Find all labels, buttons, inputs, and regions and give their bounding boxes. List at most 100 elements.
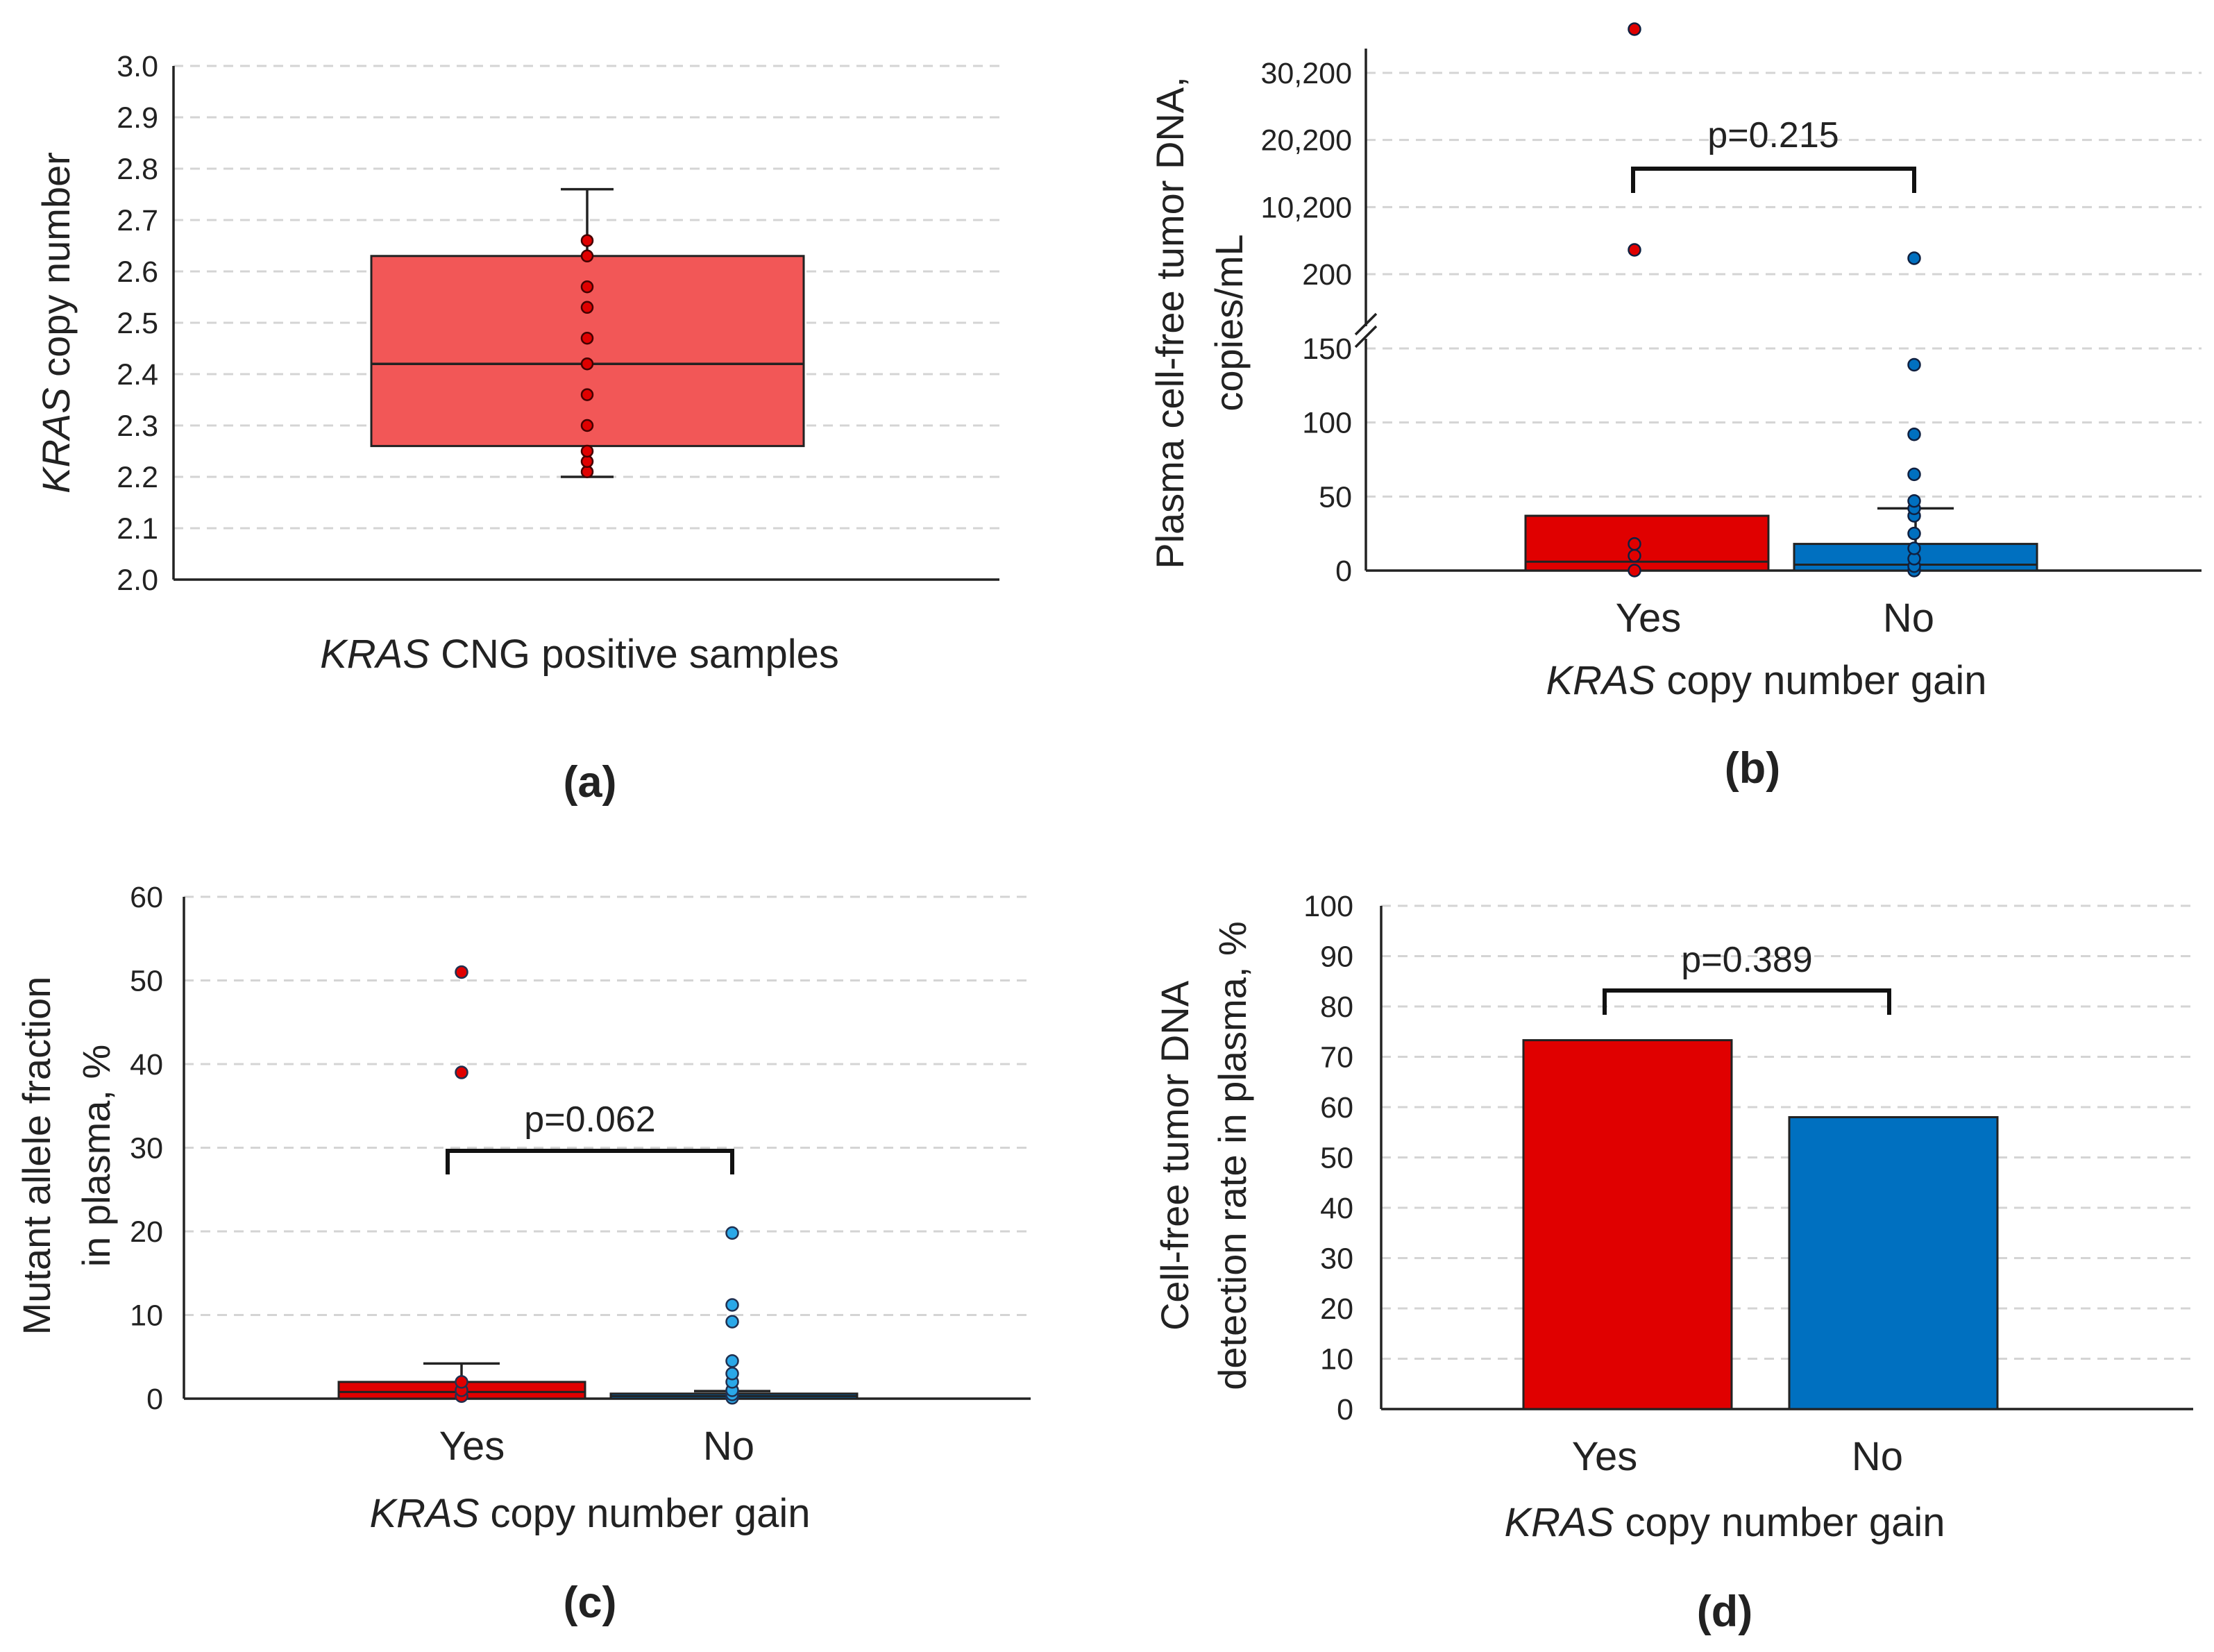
c-y-axis-title-line2: in plasma, %	[74, 1045, 118, 1267]
b-data-point	[1628, 243, 1641, 257]
panel-b: 0 50 100 150 200 10,200 20,200 30,200 p=0.215 P…	[1148, 22, 2202, 793]
c-data-point	[455, 965, 468, 979]
b-y-tick-label: 20,200	[1260, 124, 1352, 158]
a-y-tick-label: 2.4	[117, 358, 158, 391]
b-y-axis-title-line1: Plasma cell-free tumor DNA,	[1148, 76, 1192, 569]
c-y-tick-label: 40	[130, 1048, 163, 1081]
d-y-tick-label: 60	[1320, 1091, 1353, 1124]
b-significance-bracket	[1631, 167, 1916, 193]
b-x-axis-title: KRAS copy number gain	[1546, 658, 1986, 703]
a-y-tick-label: 2.8	[117, 153, 158, 186]
b-axis-break-mark	[1354, 325, 1378, 348]
d-y-tick-label: 50	[1320, 1142, 1353, 1175]
c-category-label: Yes	[439, 1424, 505, 1469]
b-data-point	[1907, 541, 1921, 555]
d-y-tick-label: 80	[1320, 991, 1353, 1024]
c-y-tick-label: 0	[146, 1383, 163, 1416]
d-category-label: Yes	[1572, 1434, 1638, 1479]
a-data-point	[580, 331, 594, 345]
c-y-axis-title-line1: Mutant allele fraction	[15, 977, 58, 1335]
b-data-point	[1907, 357, 1921, 372]
a-x-axis-title: KRAS CNG positive samples	[320, 632, 839, 677]
a-y-tick-label: 2.9	[117, 101, 158, 135]
d-significance-bracket	[1603, 988, 1891, 1015]
c-y-tick-label: 30	[130, 1132, 163, 1165]
a-y-tick-label: 2.3	[117, 410, 158, 443]
b-y-tick-label: 200	[1302, 258, 1352, 292]
d-y-tick-label: 70	[1320, 1041, 1353, 1074]
c-data-point	[725, 1298, 739, 1312]
a-data-point	[580, 357, 594, 371]
d-p-value: p=0.389	[1681, 940, 1812, 980]
b-panel-label: (b)	[1725, 744, 1780, 793]
b-axis-break-mark	[1354, 312, 1378, 336]
a-data-point	[580, 301, 594, 314]
c-data-point	[725, 1367, 739, 1381]
a-y-tick-label: 2.0	[117, 564, 158, 597]
c-p-value: p=0.062	[524, 1099, 655, 1140]
c-data-point	[455, 1375, 468, 1389]
a-data-point	[580, 388, 594, 401]
d-y-tick-label: 30	[1320, 1242, 1353, 1276]
a-y-tick-label: 2.1	[117, 512, 158, 546]
a-data-point	[580, 444, 594, 458]
b-y-tick-label: 0	[1335, 555, 1352, 588]
b-data-point	[1628, 22, 1641, 36]
b-y-tick-label: 50	[1319, 480, 1352, 514]
a-data-point	[580, 249, 594, 263]
d-y-tick-label: 100	[1303, 890, 1353, 923]
a-y-tick-label: 2.5	[117, 307, 158, 340]
b-y-tick-label: 100	[1302, 407, 1352, 440]
panel-d: 0 10 20 30 40 50 60 70 80 90 100 p=0.389 Cell-free…	[1153, 890, 2193, 1636]
c-y-tick-label: 50	[130, 965, 163, 998]
c-significance-bracket	[446, 1149, 734, 1174]
c-y-tick-label: 20	[130, 1215, 163, 1249]
d-panel-label: (d)	[1697, 1587, 1752, 1636]
d-bar	[1522, 1039, 1733, 1410]
b-y-tick-label: 30,200	[1260, 57, 1352, 90]
a-y-tick-label: 2.7	[117, 204, 158, 237]
a-data-point	[580, 234, 594, 247]
b-data-point	[1628, 564, 1641, 578]
c-category-label: No	[703, 1424, 754, 1469]
b-y-axis-title-line2: copies/mL	[1207, 234, 1251, 411]
b-data-point	[1628, 548, 1641, 563]
d-y-tick-label: 10	[1320, 1343, 1353, 1376]
d-y-tick-label: 90	[1320, 941, 1353, 974]
d-bar	[1788, 1116, 1999, 1410]
d-category-label: No	[1852, 1434, 1903, 1479]
c-y-tick-label: 10	[130, 1299, 163, 1333]
d-y-tick-label: 40	[1320, 1192, 1353, 1225]
b-y-tick-label: 150	[1302, 332, 1352, 366]
d-x-axis-title: KRAS copy number gain	[1504, 1500, 1945, 1545]
c-data-point	[725, 1354, 739, 1368]
c-panel-label: (c)	[564, 1578, 617, 1627]
a-panel-label: (a)	[564, 758, 617, 807]
b-data-point	[1628, 537, 1641, 551]
b-category-label: Yes	[1616, 596, 1682, 641]
d-y-axis-title-line1: Cell-free tumor DNA	[1153, 980, 1197, 1331]
a-y-tick-label: 2.2	[117, 461, 158, 494]
b-y-tick-label: 10,200	[1260, 191, 1352, 224]
panel-a: 2.0 2.1 2.2 2.3 2.4 2.5 2.6 2.7 2.8 2.9 3.0 KRAS c…	[34, 50, 999, 807]
b-p-value: p=0.215	[1707, 115, 1839, 155]
d-y-tick-label: 20	[1320, 1292, 1353, 1326]
b-data-point	[1907, 467, 1921, 482]
a-data-point	[580, 280, 594, 294]
b-data-point	[1907, 526, 1921, 541]
b-data-point	[1907, 494, 1921, 508]
a-y-tick-label: 2.6	[117, 255, 158, 289]
a-y-tick-label: 3.0	[117, 50, 158, 83]
b-data-point	[1907, 251, 1921, 265]
b-data-point	[1907, 427, 1921, 441]
d-y-tick-label: 0	[1337, 1393, 1353, 1426]
a-y-axis-title: KRAS copy number	[34, 152, 78, 494]
c-data-point	[455, 1065, 468, 1079]
b-category-label: No	[1883, 596, 1934, 641]
c-data-point	[725, 1315, 739, 1329]
c-data-point	[725, 1226, 739, 1240]
d-y-axis-title-line2: detection rate in plasma, %	[1210, 921, 1254, 1390]
panel-c: 0 10 20 30 40 50 60 p=0.062 Mutant allele frac…	[15, 881, 1031, 1627]
c-x-axis-title: KRAS copy number gain	[369, 1491, 810, 1536]
